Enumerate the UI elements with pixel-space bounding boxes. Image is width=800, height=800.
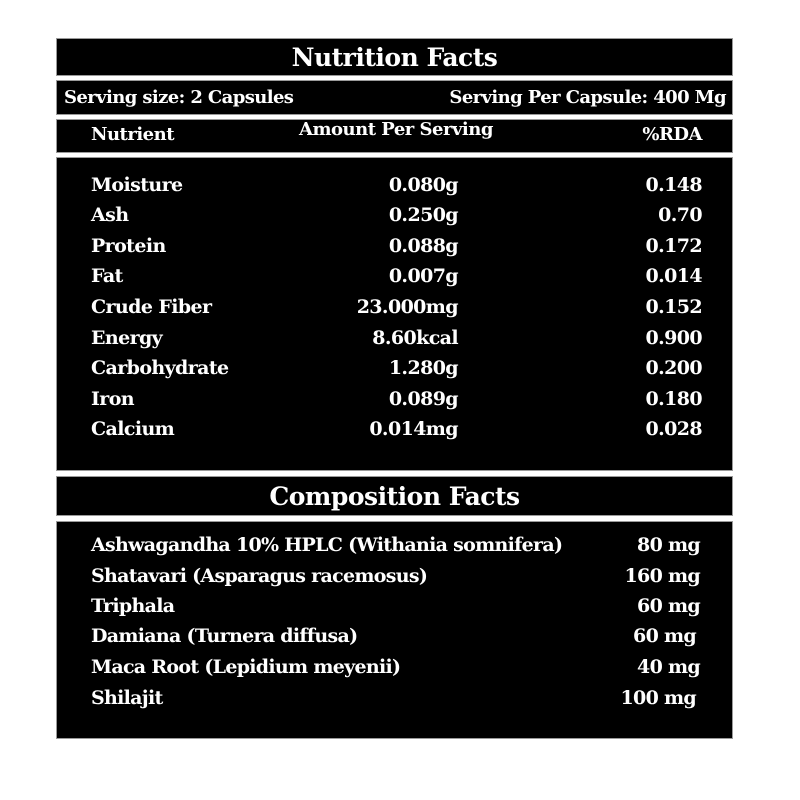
nutrient-name: Carbohydrate [91,357,229,379]
composition-list: Ashwagandha 10% HPLC (Withania somnifera… [56,521,733,739]
ingredient-amount: 40 mg [637,656,701,678]
nutrient-amount: 1.280g [388,357,459,379]
nutrient-name: Energy [91,327,163,349]
nutrient-row: Fat 0.007g 0.014 [57,261,732,291]
nutrient-rda: 0.028 [645,418,703,440]
nutrient-rda: 0.900 [645,327,703,349]
nutrient-rda: 0.152 [645,296,703,318]
nutrition-facts-heading: Nutrition Facts [291,42,498,72]
serving-size: Serving size: 2 Capsules [64,87,294,108]
nutrient-name: Protein [91,235,166,257]
ingredient-amount: 80 mg [637,534,701,556]
nutrient-row: Ash 0.250g 0.70 [57,200,732,230]
serving-info-bar: Serving size: 2 Capsules Serving Per Cap… [56,80,733,115]
nutrient-row: Protein 0.088g 0.172 [57,231,732,261]
serving-per-capsule: Serving Per Capsule: 400 Mg [449,87,726,108]
ingredient-name: Triphala [91,595,175,617]
ingredient-name: Shilajit [91,687,163,709]
ingredient-name: Damiana (Turnera diffusa) [91,625,358,647]
nutrient-amount: 8.60kcal [372,327,458,349]
nutrient-table-header: Nutrient Amount Per Serving %RDA [56,119,733,153]
ingredient-name: Maca Root (Lepidium meyenii) [91,656,401,678]
ingredient-name: Shatavari (Asparagus racemosus) [91,565,428,587]
nutrient-row: Moisture 0.080g 0.148 [57,170,732,200]
column-header-rda: %RDA [642,124,702,145]
composition-facts-title: Composition Facts [56,476,733,516]
nutrient-name: Ash [91,204,129,226]
nutrient-name: Moisture [91,174,183,196]
ingredient-amount: 60 mg [637,595,701,617]
nutrient-rda: 0.014 [645,265,703,287]
composition-row: Ashwagandha 10% HPLC (Withania somnifera… [57,530,732,560]
composition-row: Shatavari (Asparagus racemosus) 160 mg [57,561,732,591]
nutrient-rda: 0.70 [658,204,702,226]
nutrient-name: Iron [91,388,135,410]
nutrient-amount: 0.250g [388,204,459,226]
nutrient-amount: 23.000mg [356,296,459,318]
ingredient-amount: 100 mg [620,687,697,709]
nutrient-rda: 0.172 [645,235,703,257]
nutrient-row: Iron 0.089g 0.180 [57,384,732,414]
nutrient-rda: 0.180 [645,388,703,410]
nutrient-name: Calcium [91,418,175,440]
column-header-amount: Amount Per Serving [299,119,493,140]
nutrition-facts-title: Nutrition Facts [56,38,733,76]
column-header-nutrient: Nutrient [91,124,175,145]
nutrient-row: Carbohydrate 1.280g 0.200 [57,353,732,383]
composition-facts-heading: Composition Facts [269,481,520,511]
nutrient-amount: 0.014mg [369,418,458,440]
composition-row: Triphala 60 mg [57,591,732,621]
nutrient-amount: 0.007g [388,265,459,287]
nutrient-amount: 0.088g [388,235,459,257]
ingredient-amount: 160 mg [624,565,701,587]
nutrient-table-body: Moisture 0.080g 0.148 Ash 0.250g 0.70 Pr… [56,157,733,471]
nutrient-rda: 0.200 [645,357,703,379]
nutrient-name: Crude Fiber [91,296,212,318]
nutrient-name: Fat [91,265,123,287]
nutrient-row: Calcium 0.014mg 0.028 [57,414,732,444]
ingredient-amount: 60 mg [633,625,697,647]
nutrient-rda: 0.148 [645,174,703,196]
nutrient-row: Energy 8.60kcal 0.900 [57,323,732,353]
ingredient-name: Ashwagandha 10% HPLC (Withania somnifera… [91,534,563,556]
composition-row: Maca Root (Lepidium meyenii) 40 mg [57,652,732,682]
composition-row: Damiana (Turnera diffusa) 60 mg [57,621,732,651]
nutrient-amount: 0.089g [388,388,459,410]
nutrient-row: Crude Fiber 23.000mg 0.152 [57,292,732,322]
composition-row: Shilajit 100 mg [57,683,732,713]
nutrient-amount: 0.080g [388,174,459,196]
